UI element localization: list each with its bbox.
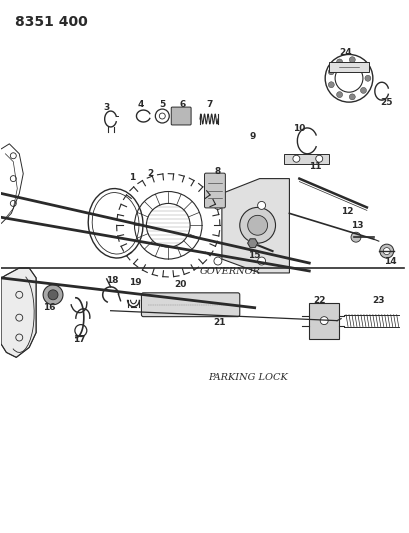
Text: PARKING LOCK: PARKING LOCK: [207, 373, 287, 382]
Circle shape: [213, 257, 221, 265]
Circle shape: [350, 232, 360, 242]
Circle shape: [328, 82, 333, 88]
Text: 10: 10: [292, 124, 305, 133]
Circle shape: [382, 248, 389, 255]
Circle shape: [336, 92, 342, 98]
Polygon shape: [1, 268, 36, 358]
Text: 14: 14: [384, 256, 396, 265]
Text: 4: 4: [137, 100, 143, 109]
Text: 12: 12: [340, 207, 353, 216]
Circle shape: [315, 155, 322, 162]
FancyBboxPatch shape: [141, 293, 239, 317]
Text: 11: 11: [308, 162, 321, 171]
FancyBboxPatch shape: [171, 107, 191, 125]
Text: 24: 24: [339, 48, 351, 57]
Circle shape: [43, 285, 63, 305]
Circle shape: [48, 290, 58, 300]
Circle shape: [360, 87, 366, 93]
FancyBboxPatch shape: [204, 173, 225, 208]
Circle shape: [257, 257, 265, 265]
Circle shape: [239, 207, 275, 243]
Text: 23: 23: [372, 296, 384, 305]
Polygon shape: [221, 179, 289, 273]
Text: 20: 20: [173, 280, 186, 289]
Circle shape: [213, 201, 221, 209]
Circle shape: [348, 56, 355, 63]
Text: 3: 3: [103, 102, 110, 111]
Text: 2: 2: [147, 169, 153, 178]
Text: 17: 17: [72, 335, 85, 344]
Polygon shape: [247, 239, 257, 247]
Circle shape: [319, 317, 327, 325]
Text: 21: 21: [213, 318, 226, 327]
Text: 1: 1: [129, 173, 135, 182]
Polygon shape: [284, 154, 328, 164]
Circle shape: [247, 215, 267, 235]
Text: 6: 6: [179, 100, 185, 109]
Text: 5: 5: [159, 100, 165, 109]
Circle shape: [360, 63, 366, 69]
Text: 16: 16: [43, 303, 55, 312]
Text: 18: 18: [106, 277, 119, 285]
Circle shape: [328, 69, 333, 75]
Text: 25: 25: [380, 98, 392, 107]
Text: 15: 15: [248, 251, 260, 260]
Circle shape: [348, 94, 355, 100]
Polygon shape: [328, 62, 368, 72]
Bar: [308, 303, 338, 338]
Circle shape: [364, 75, 370, 81]
Circle shape: [336, 59, 342, 65]
Text: 22: 22: [312, 296, 325, 305]
Circle shape: [379, 244, 393, 258]
Text: 13: 13: [350, 221, 362, 230]
Circle shape: [257, 201, 265, 209]
Text: GOVERNOR: GOVERNOR: [199, 268, 260, 277]
Text: 9: 9: [249, 132, 255, 141]
Text: 19: 19: [129, 278, 142, 287]
Text: 8351 400: 8351 400: [15, 15, 88, 29]
Text: 8: 8: [214, 167, 220, 176]
Text: 7: 7: [206, 100, 213, 109]
Circle shape: [292, 155, 299, 162]
